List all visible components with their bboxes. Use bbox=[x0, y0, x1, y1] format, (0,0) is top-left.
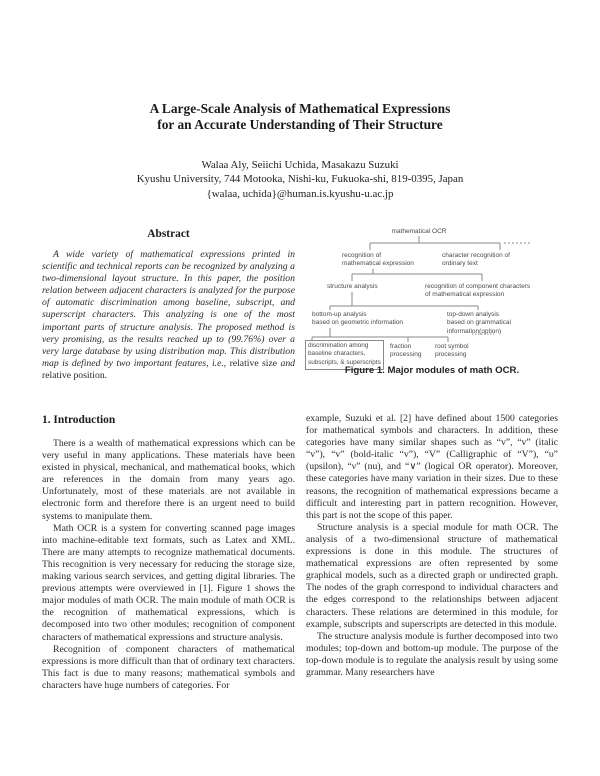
figure-node-mathematical-ocr: mathematical OCR bbox=[391, 228, 447, 235]
figure-node-bottom-up-analysis: bottom-up analysis based on geometric in… bbox=[312, 311, 404, 327]
paper-title-line-2: for an Accurate Understanding of Their S… bbox=[157, 117, 443, 133]
abstract-emphasis-1: relative size bbox=[229, 357, 278, 369]
abstract-emphasis-2: relative position bbox=[42, 369, 105, 381]
introduction-section: 1. Introduction There is a wealth of mat… bbox=[42, 414, 295, 692]
affiliation: Kyushu University, 744 Motooka, Nishi-ku… bbox=[136, 173, 464, 186]
right-column-paragraph-3: The structure analysis module is further… bbox=[306, 630, 558, 678]
figure-tree-lines bbox=[311, 236, 531, 342]
abstract-text: A wide variety of mathematical expressio… bbox=[42, 249, 295, 382]
introduction-paragraph-3: Recognition of component characters of m… bbox=[42, 643, 295, 691]
figure-node-recognition-of-component-characters: recognition of component characters of m… bbox=[425, 283, 531, 299]
introduction-paragraph-1: There is a wealth of mathematical expres… bbox=[42, 438, 295, 522]
author-names: Walaa Aly, Seiichi Uchida, Masakazu Suzu… bbox=[201, 159, 399, 171]
abstract-conjunction: and bbox=[277, 357, 296, 369]
abstract-paragraph: A wide variety of mathematical expressio… bbox=[42, 249, 295, 382]
author-block: Walaa Aly, Seiichi Uchida, Masakazu Suzu… bbox=[0, 158, 600, 201]
introduction-heading: 1. Introduction bbox=[42, 414, 116, 426]
abstract-period: . bbox=[104, 369, 108, 381]
figure-node-structure-analysis: structure analysis bbox=[327, 283, 378, 290]
abstract-heading: Abstract bbox=[147, 228, 190, 240]
paper-title-line-1: A Large-Scale Analysis of Mathematical E… bbox=[149, 101, 451, 116]
abstract-section: Abstract A wide variety of mathematical … bbox=[42, 228, 295, 382]
figure-1-diagram: mathematical OCR recognition of mathemat… bbox=[305, 226, 569, 372]
figure-node-discrimination-box: discrimination among baseline characters… bbox=[305, 340, 384, 371]
abstract-body: A wide variety of mathematical expressio… bbox=[42, 249, 295, 369]
figure-node-recognition-of-mathematical-expression: recognition of mathematical expression bbox=[342, 252, 414, 268]
figure-node-top-down-analysis: top-down analysis based on grammatical i… bbox=[447, 311, 511, 335]
right-column-paragraph-1: example, Suzuki et al. [2] have defined … bbox=[306, 413, 558, 521]
figure-node-character-recognition-of-ordinary-text: character recognition of ordinary text bbox=[442, 252, 510, 268]
right-column-paragraph-2: Structure analysis is a special module f… bbox=[306, 521, 558, 630]
introduction-paragraph-2: Math OCR is a system for converting scan… bbox=[42, 522, 295, 643]
figure-node-root-symbol-processing: root symbol processing bbox=[435, 343, 469, 359]
paper-title: A Large-Scale Analysis of Mathematical E… bbox=[0, 101, 600, 134]
email: {walaa, uchida}@human.is.kyushu-u.ac.jp bbox=[206, 187, 394, 200]
right-column-text: example, Suzuki et al. [2] have defined … bbox=[306, 413, 558, 679]
figure-1-caption: Figure 1. Major modules of math OCR. bbox=[344, 365, 520, 376]
introduction-text: There is a wealth of mathematical expres… bbox=[42, 438, 295, 692]
figure-node-fraction-processing: fraction processing bbox=[390, 343, 422, 359]
